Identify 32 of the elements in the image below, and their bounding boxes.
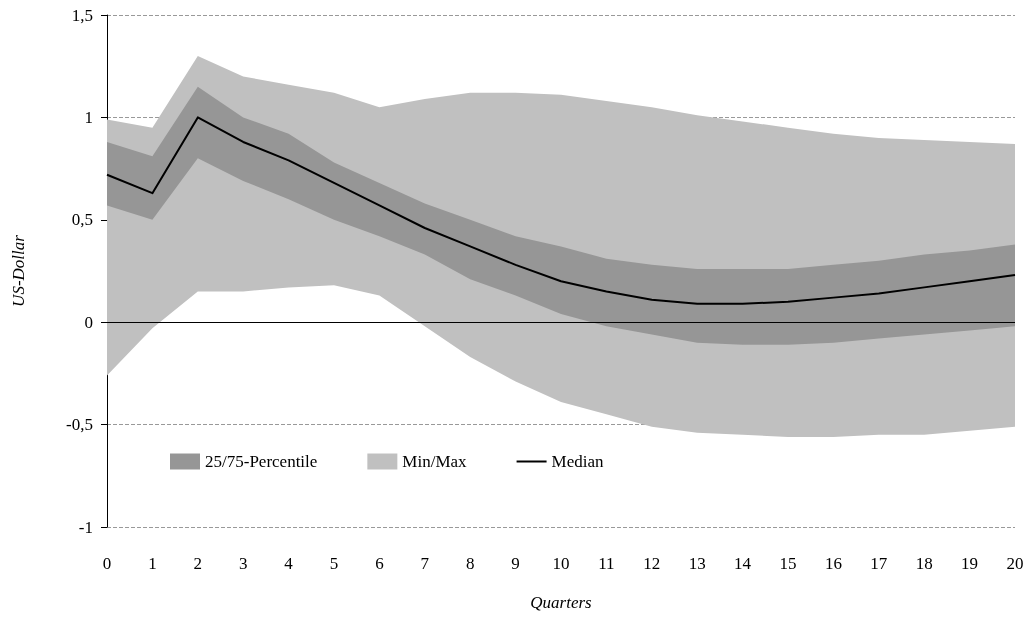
x-tick-label: 19 [961,554,979,573]
x-tick-label: 1 [148,554,157,573]
x-tick-label: 15 [779,554,797,573]
x-axis-title: Quarters [530,593,593,612]
x-tick-label: 12 [643,554,661,573]
x-tick-label: 6 [375,554,384,573]
y-tick-label: 1,5 [71,5,93,25]
x-tick-label: 16 [824,554,842,573]
x-tick-label: 0 [102,554,112,573]
x-tick-label: 4 [284,554,294,573]
x-tick-label: 11 [598,554,615,573]
y-tick-label: 1 [84,107,93,127]
legend-label: 25/75-Percentile [205,452,318,471]
x-tick-label: 5 [329,554,339,573]
x-tick-label: 14 [734,554,752,573]
y-tick-label: -1 [78,517,93,537]
x-tick-label: 7 [420,554,430,573]
x-tick-label: 2 [193,554,203,573]
x-tick-label: 18 [915,554,933,573]
y-tick-label: 0 [84,312,93,332]
legend-label: Min/Max [402,452,468,471]
x-tick-label: 13 [688,554,706,573]
x-tick-label: 10 [552,554,570,573]
y-tick-label: 0,5 [71,210,93,230]
legend-label: Median [551,452,604,471]
x-tick-label: 3 [238,554,248,573]
y-axis-title: US-Dollar [9,234,28,307]
x-tick-label: 8 [465,554,475,573]
x-tick-label: 20 [1006,554,1024,573]
x-tick-label: 9 [511,554,520,573]
x-tick-label: 17 [870,554,888,573]
y-tick-label: -0,5 [66,415,93,435]
